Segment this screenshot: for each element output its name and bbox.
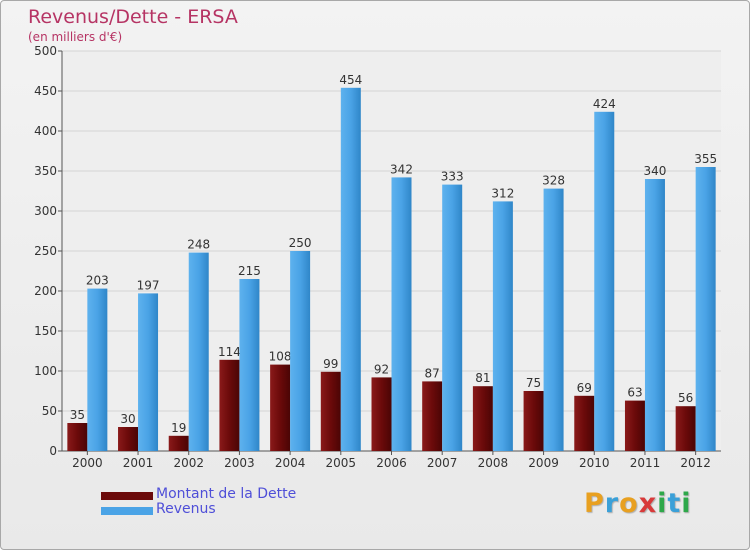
logo-letter: P	[584, 488, 605, 519]
logo-letter: t	[667, 488, 682, 519]
data-label-dette: 30	[120, 412, 135, 426]
bar-dette	[219, 359, 240, 451]
proxiti-logo: Proxiti	[584, 488, 692, 519]
bar-dette	[118, 427, 139, 451]
data-label-dette: 87	[425, 366, 440, 380]
data-label-revenus: 342	[390, 162, 413, 176]
y-tick-label: 150	[34, 324, 57, 338]
data-label-revenus: 355	[694, 152, 717, 166]
bar-revenus	[442, 184, 463, 451]
x-tick-label: 2002	[173, 456, 204, 470]
y-tick-label: 50	[42, 404, 57, 418]
data-label-dette: 69	[577, 381, 592, 395]
logo-letter: o	[619, 488, 639, 519]
bar-revenus	[138, 293, 159, 451]
data-label-dette: 99	[323, 357, 338, 371]
data-label-revenus: 424	[593, 97, 616, 111]
bar-dette	[422, 381, 443, 451]
bar-revenus	[188, 252, 209, 451]
y-tick-label: 500	[34, 44, 57, 58]
x-tick-label: 2003	[224, 456, 255, 470]
y-tick-label: 100	[34, 364, 57, 378]
x-tick-label: 2008	[478, 456, 509, 470]
logo-letter: i	[681, 488, 692, 519]
x-tick-label: 2009	[528, 456, 559, 470]
bar-dette	[320, 371, 341, 451]
y-tick-label: 0	[49, 444, 57, 458]
data-label-dette: 56	[678, 391, 693, 405]
x-tick-label: 2012	[680, 456, 711, 470]
legend-swatch-dette	[101, 492, 153, 500]
data-label-dette: 19	[171, 421, 186, 435]
bar-revenus	[87, 288, 108, 451]
bar-dette	[523, 391, 544, 451]
bar-revenus	[492, 201, 513, 451]
data-label-revenus: 215	[238, 264, 261, 278]
x-tick-label: 2005	[326, 456, 357, 470]
bar-revenus	[695, 167, 716, 451]
data-label-revenus: 203	[86, 274, 109, 288]
data-label-revenus: 340	[644, 164, 667, 178]
y-tick-label: 450	[34, 84, 57, 98]
bar-revenus	[239, 279, 260, 451]
y-tick-label: 300	[34, 204, 57, 218]
data-label-dette: 114	[218, 345, 241, 359]
y-tick-label: 200	[34, 284, 57, 298]
data-label-revenus: 250	[289, 236, 312, 250]
data-label-revenus: 312	[491, 186, 514, 200]
x-tick-label: 2006	[376, 456, 407, 470]
y-tick-label: 400	[34, 124, 57, 138]
bar-dette	[371, 377, 392, 451]
bar-revenus	[340, 87, 361, 452]
bar-revenus	[290, 251, 311, 451]
y-tick-label: 350	[34, 164, 57, 178]
data-label-dette: 108	[269, 350, 292, 364]
data-label-dette: 63	[627, 386, 642, 400]
bar-revenus	[391, 177, 412, 451]
x-tick-label: 2000	[72, 456, 103, 470]
bar-dette	[168, 435, 189, 451]
bar-dette	[624, 400, 645, 451]
data-label-revenus: 248	[187, 238, 210, 252]
bar-dette	[472, 386, 493, 451]
data-label-dette: 35	[70, 408, 85, 422]
legend-swatch-revenus	[101, 507, 153, 515]
chart-title: Revenus/Dette - ERSA	[28, 6, 238, 28]
data-label-dette: 81	[475, 371, 490, 385]
legend-label-dette: Montant de la Dette	[156, 486, 297, 502]
bar-revenus	[543, 188, 564, 451]
x-tick-label: 2010	[579, 456, 610, 470]
data-label-dette: 75	[526, 376, 541, 390]
bar-revenus	[644, 179, 665, 451]
bar-dette	[675, 406, 696, 451]
x-tick-label: 2007	[427, 456, 458, 470]
x-tick-label: 2001	[123, 456, 154, 470]
data-label-revenus: 454	[339, 73, 362, 87]
legend-label-revenus: Revenus	[156, 501, 216, 517]
data-label-revenus: 197	[137, 278, 160, 292]
x-tick-label: 2011	[630, 456, 661, 470]
data-label-revenus: 328	[542, 174, 565, 188]
chart-subtitle: (en milliers d'€)	[28, 30, 123, 44]
logo-letter: x	[638, 488, 658, 519]
bar-dette	[574, 395, 595, 451]
bar-revenus	[594, 111, 615, 452]
data-label-revenus: 333	[441, 170, 464, 184]
y-tick-label: 250	[34, 244, 57, 258]
bar-dette	[67, 423, 88, 451]
data-label-dette: 92	[374, 362, 389, 376]
logo-letter: r	[604, 488, 620, 519]
x-tick-label: 2004	[275, 456, 306, 470]
bar-dette	[270, 364, 291, 451]
logo-letter: i	[657, 488, 668, 519]
